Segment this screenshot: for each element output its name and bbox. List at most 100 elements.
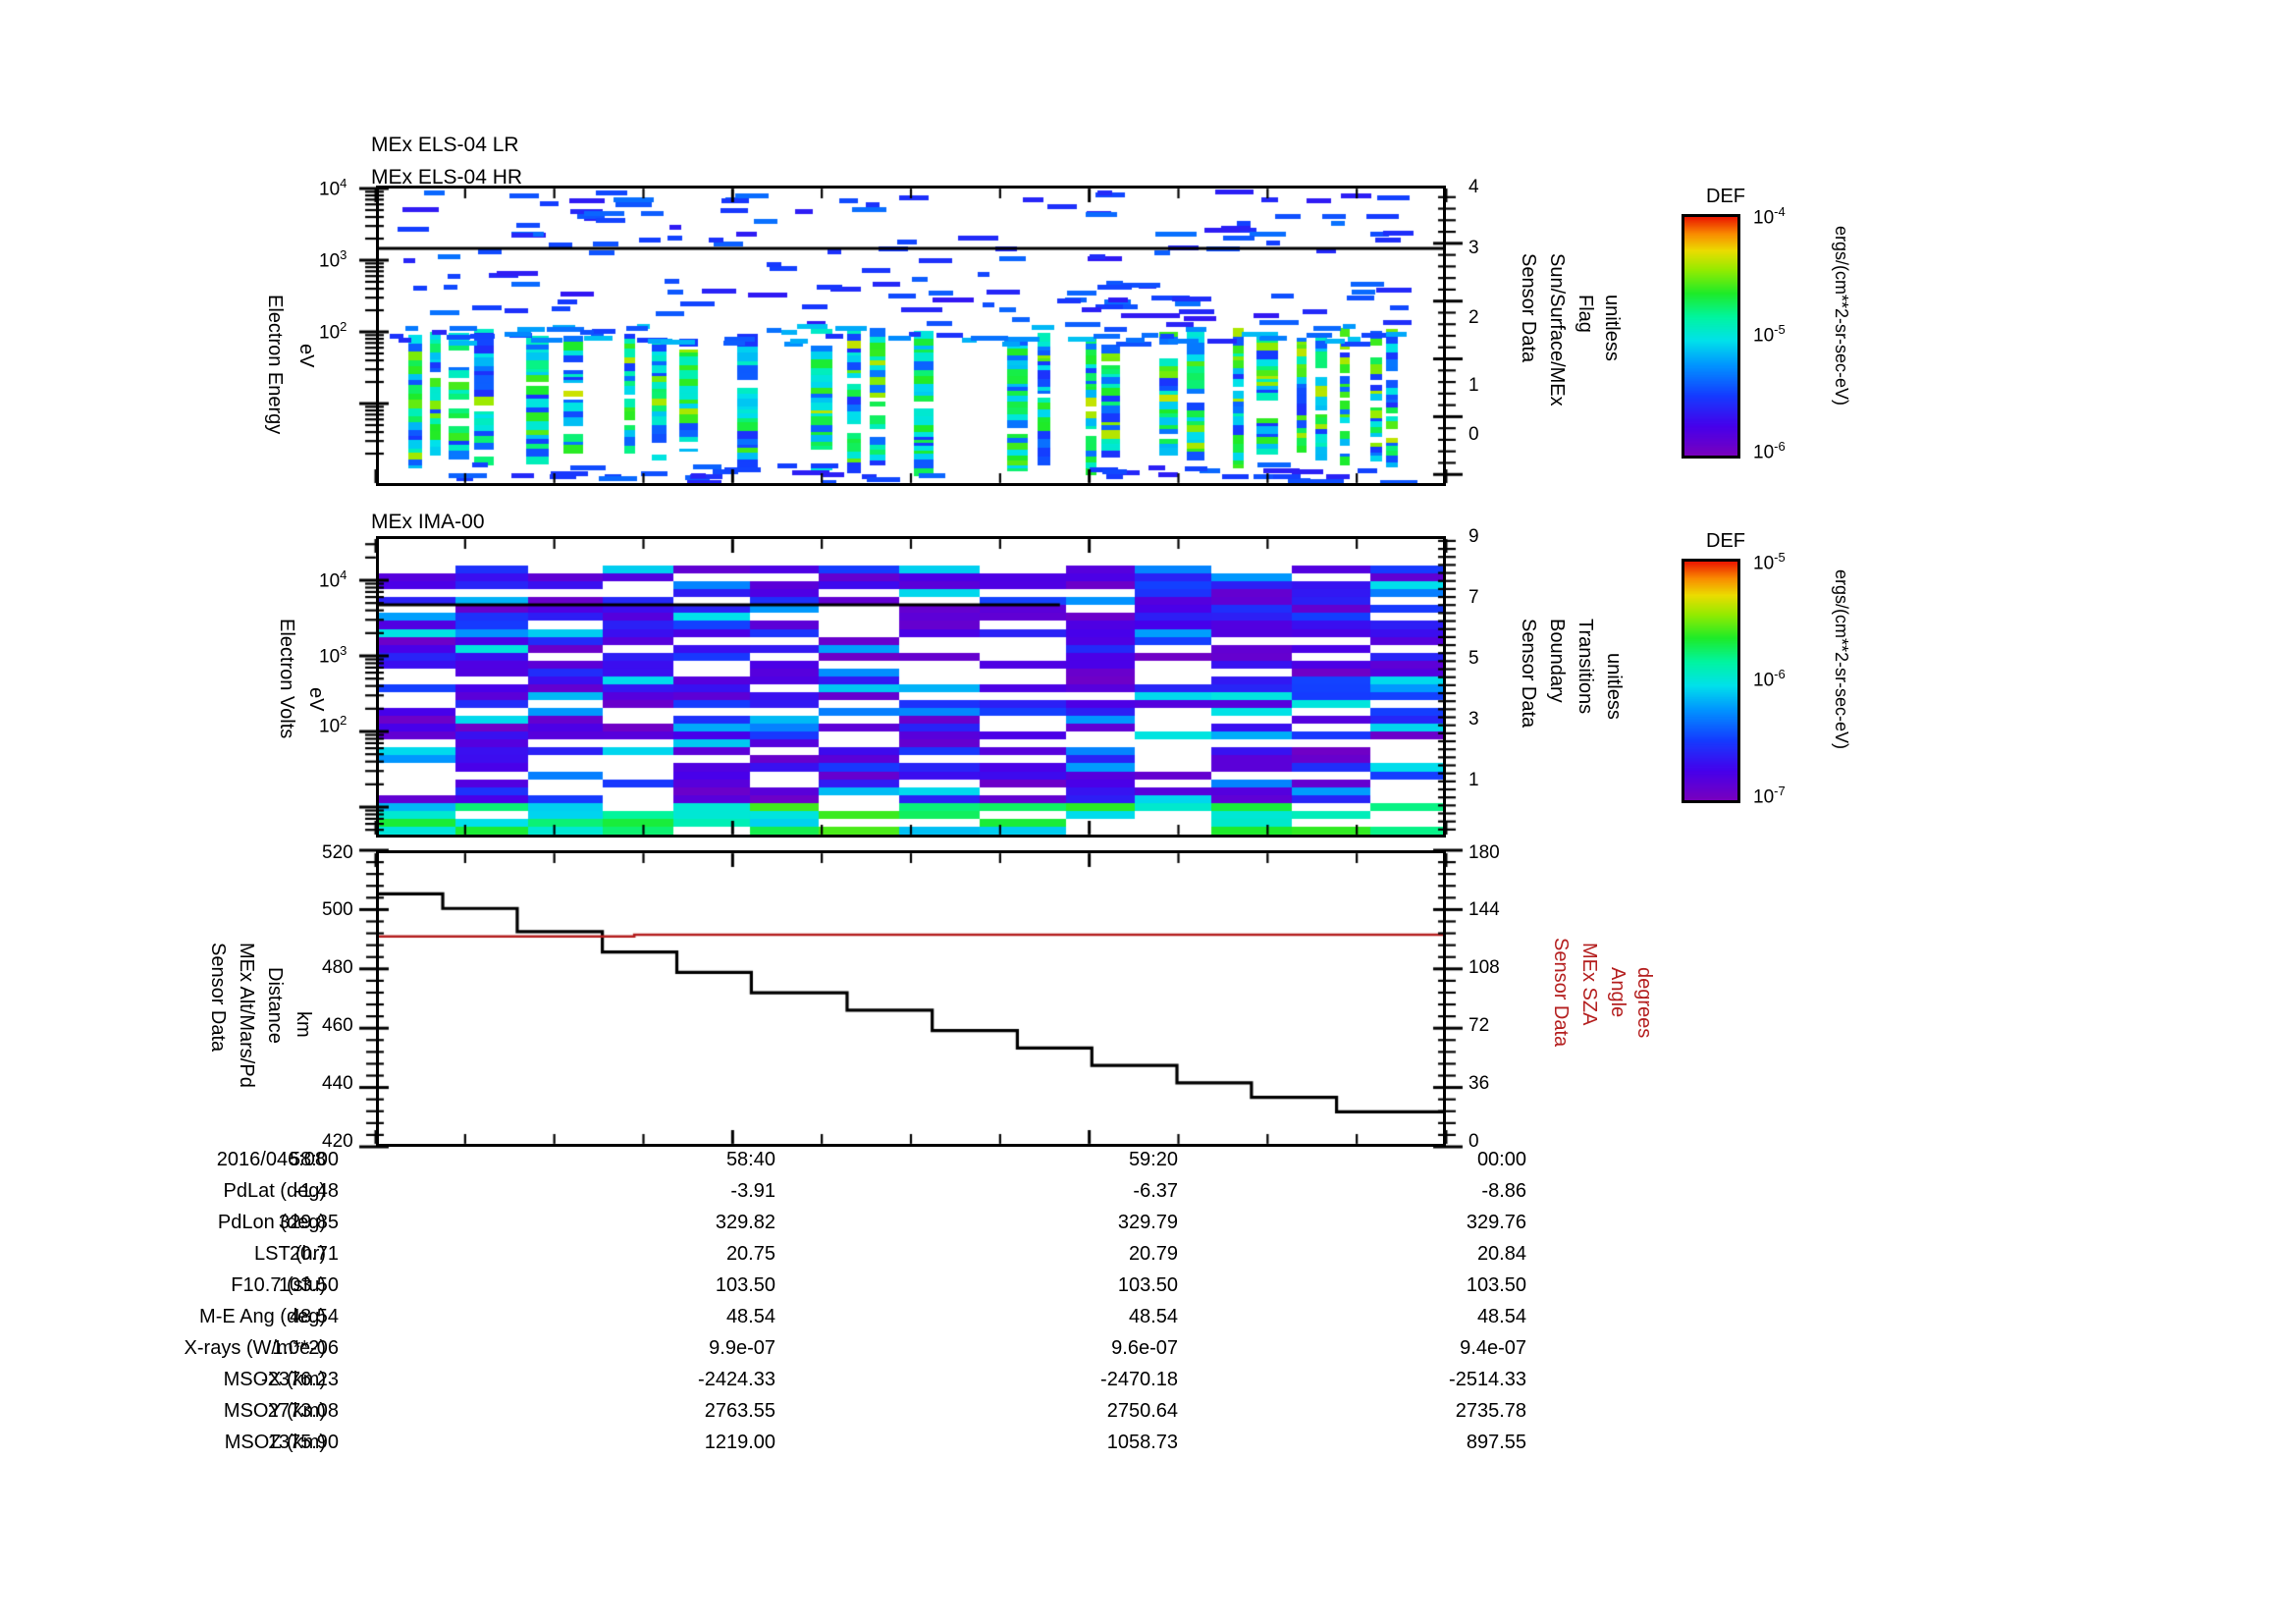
table-cell: 103.50 <box>1117 1274 1178 1296</box>
panel3-right-label-3: Angle <box>1607 967 1629 1018</box>
colorbar1 <box>1682 214 1740 459</box>
panel2-plot-area[interactable] <box>376 536 1446 838</box>
panel2-ytick-3-base: 10 <box>319 646 341 668</box>
table-row-label: X-rays (W/m**2) <box>184 1337 326 1359</box>
colorbar2-bot-base: 10 <box>1753 786 1775 808</box>
table-cell: 9.9e-07 <box>709 1337 775 1359</box>
table-row-label: MSOY (km) <box>223 1400 326 1422</box>
table-cell: -2514.33 <box>1449 1369 1526 1390</box>
colorbar1-mid-base: 10 <box>1753 325 1775 347</box>
table-cell: 1.0e-06 <box>272 1337 339 1359</box>
table-cell: 329.79 <box>1117 1212 1178 1233</box>
panel3-right-label-2: MEx SZA <box>1578 943 1600 1026</box>
panel3-ytick-520: 520 <box>322 842 353 863</box>
panel2-ytick-3-exp: 3 <box>340 643 347 658</box>
panel2-right-label-1: Sensor Data <box>1518 619 1539 729</box>
colorbar2-tick-top: 10-5 <box>1753 550 1786 574</box>
colorbar1-bot-exp: -6 <box>1774 439 1786 454</box>
panel2-right-label-3: Transitions <box>1575 619 1596 715</box>
table-cell: 48.54 <box>1128 1306 1178 1327</box>
panel1-plot-area[interactable] <box>376 186 1446 486</box>
table-cell: 20.71 <box>289 1243 339 1265</box>
panel2-ylabel-text: Electron Volts <box>276 619 297 739</box>
panel1-right-tick-1: 1 <box>1468 375 1479 396</box>
panel3-right-label2: MEx SZA <box>1577 943 1600 1025</box>
table-cell: 1219.00 <box>704 1432 775 1453</box>
panel3-plot-area[interactable] <box>376 850 1446 1147</box>
panel3-right-label1: Sensor Data <box>1549 938 1572 1047</box>
table-cell: 2763.55 <box>704 1400 775 1422</box>
table-cell: 2735.78 <box>1455 1400 1526 1422</box>
panel1-ytick-3: 103 <box>319 247 347 272</box>
colorbar1-tick-mid: 10-5 <box>1753 322 1786 347</box>
panel1-ytick-3-base: 10 <box>319 250 341 272</box>
panel1-ytick-2: 102 <box>319 319 347 344</box>
table-cell: -2470.18 <box>1100 1369 1178 1390</box>
panel1-right-tick-3: 3 <box>1468 238 1479 258</box>
table-cell: 329.82 <box>715 1212 775 1233</box>
table-cell: 20.79 <box>1128 1243 1178 1265</box>
colorbar2-bot-exp: -7 <box>1774 784 1786 798</box>
panel1-right-label-2: Sun/Surface/MEx <box>1546 253 1568 406</box>
colorbar1-top-base: 10 <box>1753 207 1775 229</box>
table-row-label: PdLat (deg) <box>223 1180 326 1202</box>
colorbar1-top-exp: -4 <box>1774 204 1786 219</box>
table-cell: 103.50 <box>278 1274 339 1296</box>
table-cell: 20.75 <box>725 1243 775 1265</box>
colorbar2-tick-bot: 10-7 <box>1753 784 1786 808</box>
table-cell: 2750.64 <box>1106 1400 1178 1422</box>
panel2-yunit: eV <box>304 687 327 711</box>
panel2-right-tick-5: 5 <box>1468 648 1479 669</box>
panel1-right-label3: Flag <box>1574 295 1596 333</box>
panel3-left-label1: Sensor Data <box>206 943 229 1052</box>
table-cell: -2424.33 <box>698 1369 775 1390</box>
table-cell: -3.91 <box>730 1180 775 1202</box>
panel2-ytick-4-exp: 4 <box>340 568 347 582</box>
panel3-ytick-480: 480 <box>322 957 353 978</box>
panel3-right-label-4: degrees <box>1633 967 1655 1039</box>
panel1-ylabel-text: Electron Energy <box>264 295 286 435</box>
panel3-right-label3: Angle <box>1606 967 1629 1017</box>
table-cell: 00:00 <box>1476 1149 1526 1170</box>
panel2-right-label4: unitless <box>1602 653 1625 720</box>
table-cell: -8.86 <box>1481 1180 1526 1202</box>
table-cell: 897.55 <box>1466 1432 1526 1453</box>
colorbar2-top-base: 10 <box>1753 553 1775 574</box>
panel2-right-label-2: Boundary <box>1546 619 1568 703</box>
colorbar1-tick-bot: 10-6 <box>1753 439 1786 463</box>
table-row-label: LST (hr) <box>254 1243 326 1265</box>
panel1-title-lr: MEx ELS-04 LR <box>371 134 519 156</box>
panel3-left-label-1: Sensor Data <box>207 943 229 1053</box>
panel3-left-label-3: Distance <box>264 967 286 1044</box>
panel1-right-tick-4: 4 <box>1468 177 1479 197</box>
panel1-ytick-3-exp: 3 <box>340 247 347 262</box>
panel3-left-label4: km <box>292 1011 314 1038</box>
panel2-right-tick-3: 3 <box>1468 709 1479 730</box>
table-cell: 103.50 <box>1466 1274 1526 1296</box>
panel2-ytick-4: 104 <box>319 568 347 592</box>
panel3-right-tick-144: 144 <box>1468 899 1500 920</box>
colorbar2-mid-exp: -6 <box>1774 667 1786 681</box>
table-row-label: M-E Ang (deg) <box>199 1306 326 1327</box>
panel1-ylabel: Electron Energy <box>263 295 286 434</box>
panel2-right-label: Sensor Data <box>1517 619 1539 728</box>
panel3-right-tick-180: 180 <box>1468 842 1500 863</box>
colorbar2-units: ergs/(cm**2-sr-sec-eV) <box>1832 569 1851 750</box>
table-cell: 9.4e-07 <box>1460 1337 1526 1359</box>
panel1-ytick-4-base: 10 <box>319 179 341 200</box>
colorbar2 <box>1682 559 1740 803</box>
panel1-yunit: eV <box>294 344 317 367</box>
table-cell: 1058.73 <box>1106 1432 1178 1453</box>
panel1-right-label-3: Flag <box>1575 295 1596 333</box>
panel3-left-label2: MEx Alt/Mars/Pd <box>235 943 257 1088</box>
panel2-ytick-2-base: 10 <box>319 716 341 737</box>
colorbar1-mid-exp: -5 <box>1774 322 1786 337</box>
panel3-ytick-460: 460 <box>322 1015 353 1036</box>
panel3-right-label-1: Sensor Data <box>1550 938 1572 1048</box>
panel1-right-label-1: Sensor Data <box>1518 253 1539 363</box>
panel3-left-label-2: MEx Alt/Mars/Pd <box>236 943 257 1088</box>
panel2-ytick-2: 102 <box>319 713 347 737</box>
table-cell: 103.50 <box>715 1274 775 1296</box>
table-cell: -1.48 <box>294 1180 339 1202</box>
panel2-right-tick-7: 7 <box>1468 587 1479 608</box>
